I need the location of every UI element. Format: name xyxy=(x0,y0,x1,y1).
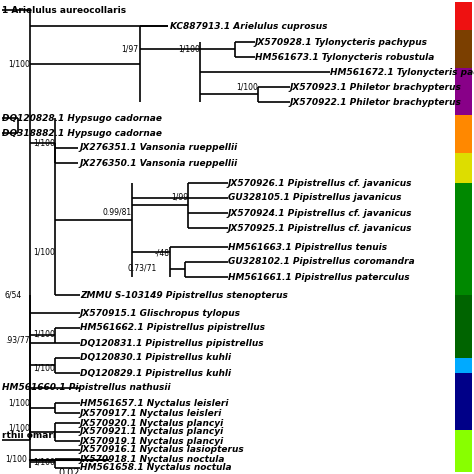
Text: JX570921.1 Nyctalus plancyi: JX570921.1 Nyctalus plancyi xyxy=(80,428,224,437)
Text: GU328105.1 Pipistrellus javanicus: GU328105.1 Pipistrellus javanicus xyxy=(228,193,401,202)
Text: 0.02: 0.02 xyxy=(58,468,80,474)
Text: 1/100: 1/100 xyxy=(8,399,30,408)
Text: JX570925.1 Pipistrellus cf. javanicus: JX570925.1 Pipistrellus cf. javanicus xyxy=(228,224,412,233)
Text: HM561663.1 Pipistrellus tenuis: HM561663.1 Pipistrellus tenuis xyxy=(228,243,387,252)
Text: 6/54: 6/54 xyxy=(5,291,22,300)
Text: HM561673.1 Tylonycteris robustula: HM561673.1 Tylonycteris robustula xyxy=(255,53,434,62)
Text: JX570917.1 Nyctalus leisleri: JX570917.1 Nyctalus leisleri xyxy=(80,409,222,418)
Text: JX570922.1 Philetor brachypterus: JX570922.1 Philetor brachypterus xyxy=(290,98,462,107)
Bar xyxy=(455,373,472,430)
Text: -/48: -/48 xyxy=(155,248,170,257)
Bar xyxy=(455,358,472,373)
Bar xyxy=(455,2,472,30)
Text: JX570918.1 Nyctalus noctula: JX570918.1 Nyctalus noctula xyxy=(80,455,226,464)
Text: .93/77: .93/77 xyxy=(5,336,29,345)
Text: 1/100: 1/100 xyxy=(8,423,30,432)
Text: DQ120830.1 Pipistrellus kuhli: DQ120830.1 Pipistrellus kuhli xyxy=(80,354,231,363)
Bar xyxy=(455,430,472,472)
Bar xyxy=(455,183,472,295)
Text: HM561672.1 Tylonycteris pachypus: HM561672.1 Tylonycteris pachypus xyxy=(330,67,474,76)
Text: JX276350.1 Vansonia rueppellii: JX276350.1 Vansonia rueppellii xyxy=(80,158,238,167)
Text: JX570926.1 Pipistrellus cf. javanicus: JX570926.1 Pipistrellus cf. javanicus xyxy=(228,179,412,188)
Text: JX276351.1 Vansonia rueppellii: JX276351.1 Vansonia rueppellii xyxy=(80,144,238,153)
Text: JX570919.1 Nyctalus plancyi: JX570919.1 Nyctalus plancyi xyxy=(80,437,224,446)
Text: 1/97: 1/97 xyxy=(121,45,138,54)
Text: 1/100: 1/100 xyxy=(178,45,200,54)
Text: HM561657.1 Nyctalus leisleri: HM561657.1 Nyctalus leisleri xyxy=(80,399,228,408)
Bar xyxy=(455,68,472,115)
Text: JX570928.1 Tylonycteris pachypus: JX570928.1 Tylonycteris pachypus xyxy=(255,37,428,46)
Text: 1/100: 1/100 xyxy=(33,329,55,338)
Text: rthii omari: rthii omari xyxy=(2,430,56,439)
Text: 1 Arielulus aureocollaris: 1 Arielulus aureocollaris xyxy=(2,6,126,15)
Bar xyxy=(455,30,472,68)
Bar xyxy=(455,153,472,183)
Bar xyxy=(455,115,472,153)
Text: JX570923.1 Philetor brachypterus: JX570923.1 Philetor brachypterus xyxy=(290,82,462,91)
Text: 0.73/71: 0.73/71 xyxy=(128,264,157,273)
Bar xyxy=(455,295,472,358)
Text: 1/100: 1/100 xyxy=(33,138,55,147)
Text: DQ120828.1 Hypsugo cadornae: DQ120828.1 Hypsugo cadornae xyxy=(2,113,162,122)
Text: 0.99/81: 0.99/81 xyxy=(103,208,132,217)
Text: JX570924.1 Pipistrellus cf. javanicus: JX570924.1 Pipistrellus cf. javanicus xyxy=(228,209,412,218)
Text: HM561660.1 Pipistrellus nathusii: HM561660.1 Pipistrellus nathusii xyxy=(2,383,171,392)
Text: 1/100: 1/100 xyxy=(5,455,27,464)
Text: JX570920.1 Nyctalus plancyi: JX570920.1 Nyctalus plancyi xyxy=(80,419,224,428)
Text: DQ120829.1 Pipistrellus kuhli: DQ120829.1 Pipistrellus kuhli xyxy=(80,368,231,377)
Text: 1/100: 1/100 xyxy=(236,82,258,91)
Text: KC887913.1 Arielulus cuprosus: KC887913.1 Arielulus cuprosus xyxy=(170,21,328,30)
Text: 1/100: 1/100 xyxy=(8,60,30,69)
Text: 1/99: 1/99 xyxy=(171,192,188,201)
Text: JX570915.1 Glischropus tylopus: JX570915.1 Glischropus tylopus xyxy=(80,309,241,318)
Text: HM561662.1 Pipistrellus pipistrellus: HM561662.1 Pipistrellus pipistrellus xyxy=(80,323,265,332)
Text: 1/100: 1/100 xyxy=(33,457,55,466)
Text: ZMMU S-103149 Pipistrellus stenopterus: ZMMU S-103149 Pipistrellus stenopterus xyxy=(80,291,288,300)
Text: 1/100: 1/100 xyxy=(33,247,55,256)
Text: DQ318882.1 Hypsugo cadornae: DQ318882.1 Hypsugo cadornae xyxy=(2,128,162,137)
Text: DQ120831.1 Pipistrellus pipistrellus: DQ120831.1 Pipistrellus pipistrellus xyxy=(80,338,264,347)
Text: 1/100: 1/100 xyxy=(33,364,55,373)
Text: HM561658.1 Nyctalus noctula: HM561658.1 Nyctalus noctula xyxy=(80,464,232,473)
Text: GU328102.1 Pipistrellus coromandra: GU328102.1 Pipistrellus coromandra xyxy=(228,257,415,266)
Text: JX570916.1 Nyctalus lasiopterus: JX570916.1 Nyctalus lasiopterus xyxy=(80,446,245,455)
Text: HM561661.1 Pipistrellus paterculus: HM561661.1 Pipistrellus paterculus xyxy=(228,273,410,282)
